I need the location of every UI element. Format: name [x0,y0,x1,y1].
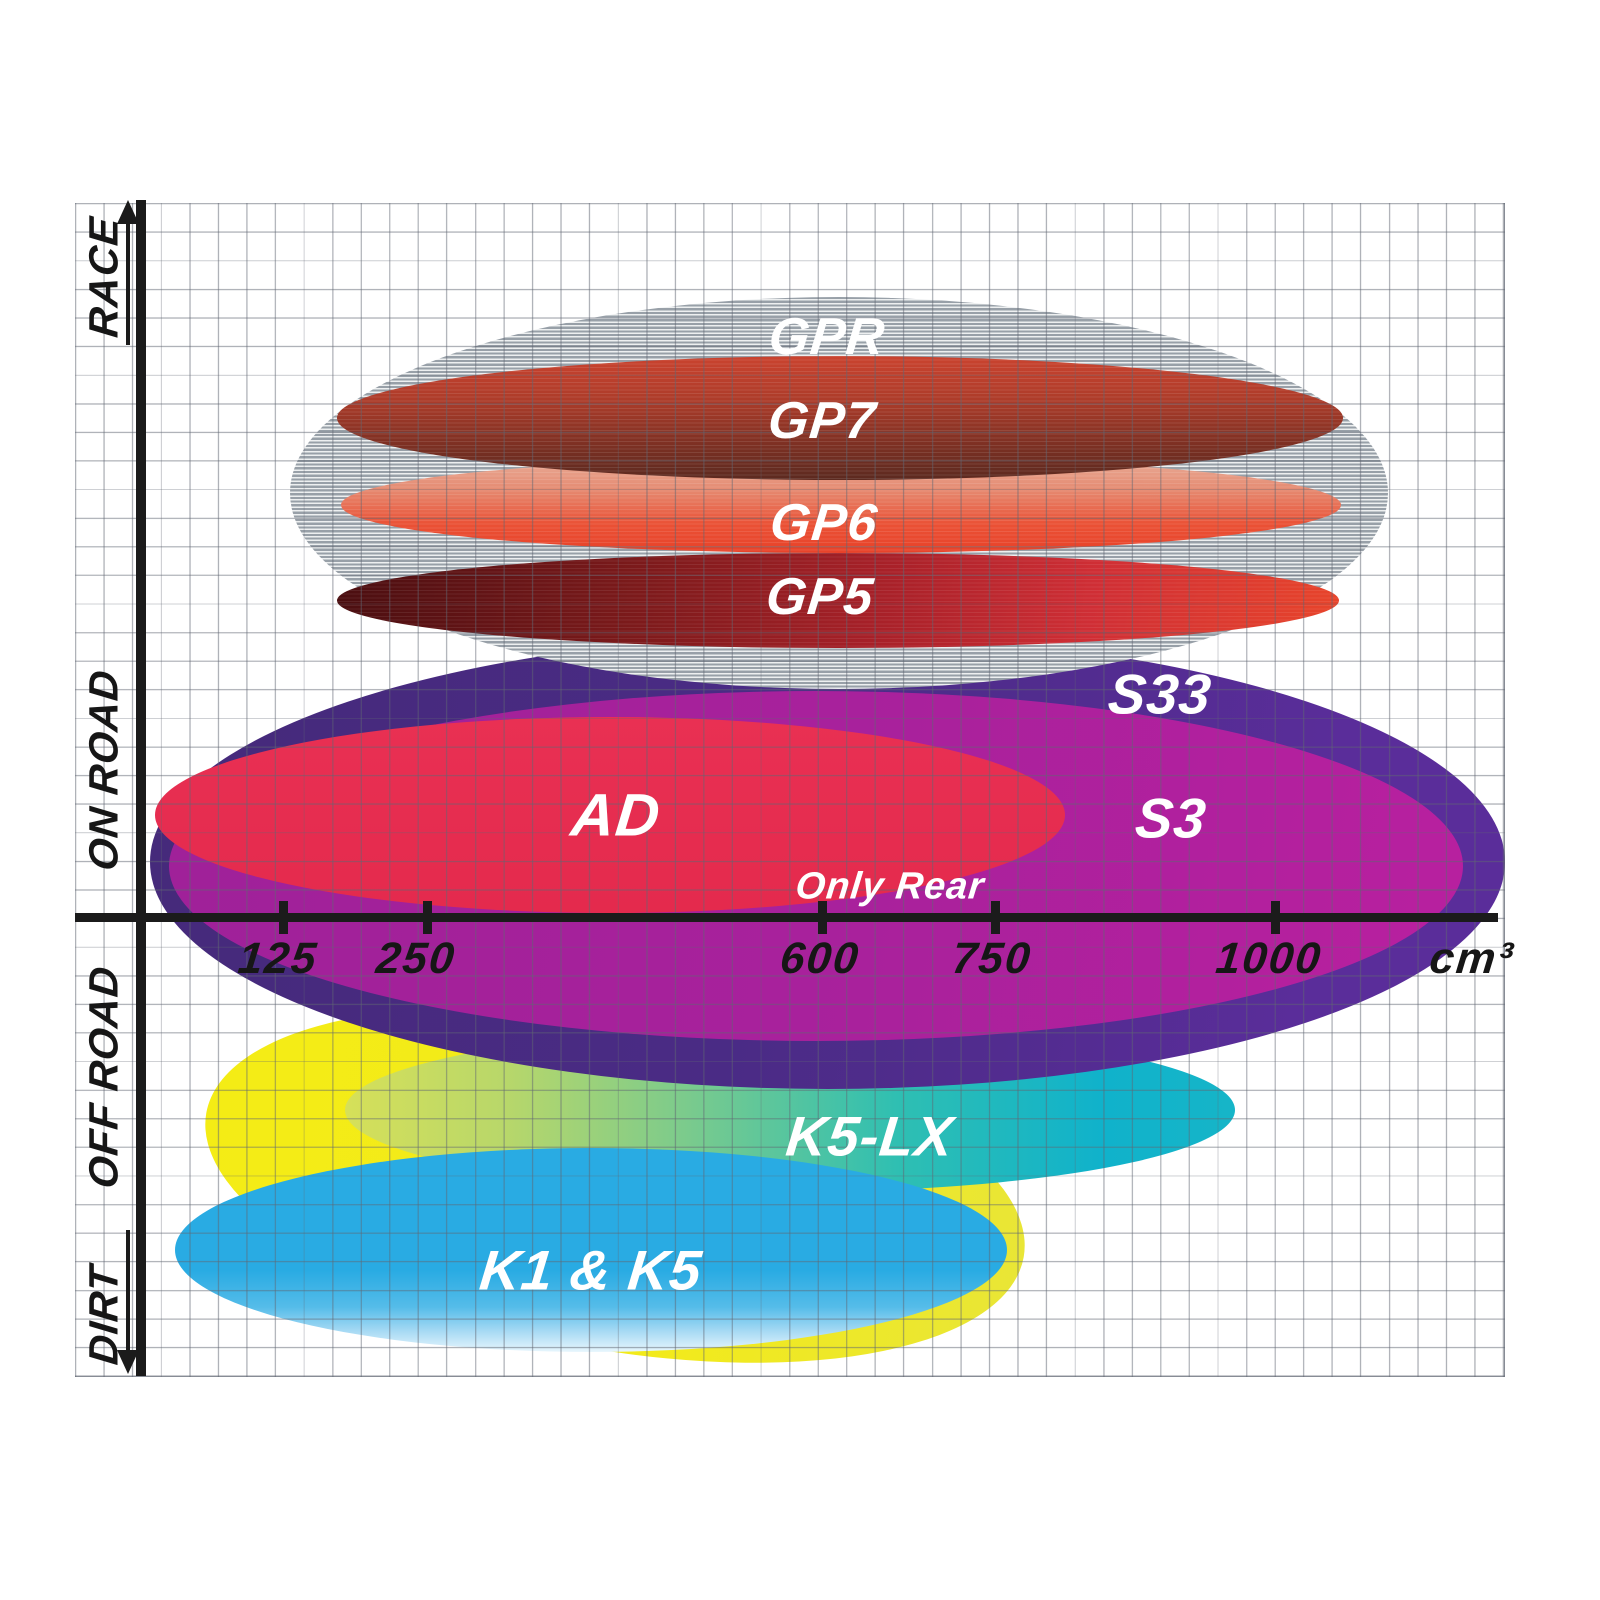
series-label-s3: S3 [1132,786,1210,850]
y-zone-label-race: RACE [80,214,127,340]
x-tick-label-600: 600 [777,934,863,983]
y-zone-label-dirt: DIRT [80,1263,127,1367]
y-axis-line [136,200,146,1376]
y-zone-label-on-road: ON ROAD [80,667,127,873]
series-label-gp5: GP5 [763,568,877,626]
series-label-gp6: GP6 [767,494,881,552]
series-label-k1k5: K1 & K5 [476,1238,706,1302]
x-tick-125 [279,901,288,934]
x-tick-label-250: 250 [373,934,459,983]
x-axis-unit-label: cm³ [1427,934,1517,983]
series-label-ad: AD [568,781,664,849]
x-tick-1000 [1271,901,1280,934]
series-label-gp7: GP7 [765,392,879,450]
x-tick-label-125: 125 [235,934,321,983]
x-tick-250 [423,901,432,934]
series-label-s33: S33 [1105,662,1215,726]
y-zone-label-off-road: OFF ROAD [80,963,127,1191]
x-tick-label-1000: 1000 [1213,934,1325,983]
only-rear-annotation: Only Rear [793,865,987,908]
x-axis-line [75,913,1498,922]
x-tick-750 [991,901,1000,934]
series-label-gpr: GPR [766,308,888,366]
series-label-k5lx: K5-LX [783,1104,957,1168]
x-tick-label-750: 750 [949,934,1035,983]
